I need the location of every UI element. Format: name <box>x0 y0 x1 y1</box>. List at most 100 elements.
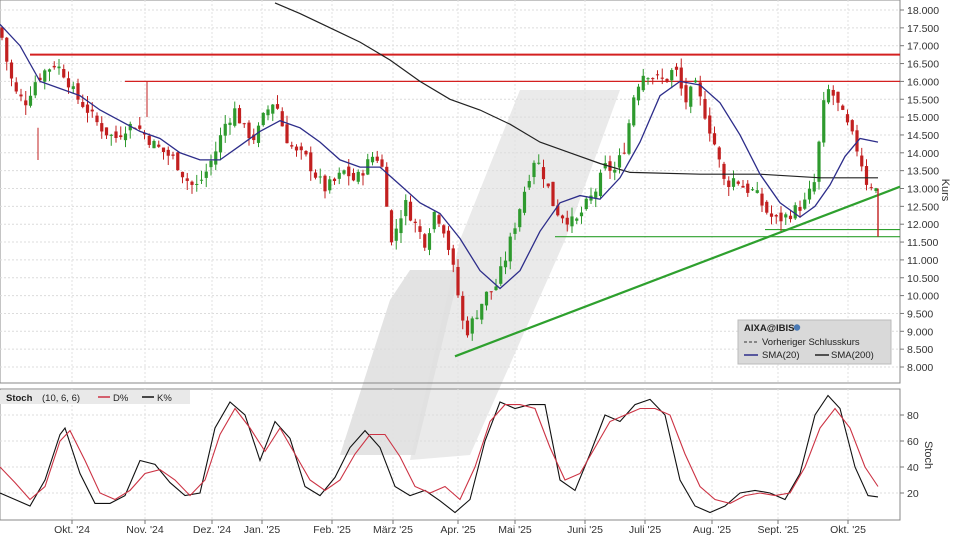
candle-body <box>489 291 493 293</box>
candle-body <box>779 212 783 222</box>
candle-body <box>731 178 736 187</box>
candle-body <box>746 183 750 193</box>
candle-body <box>71 86 75 89</box>
candle-body <box>190 181 194 185</box>
candle-body <box>152 140 156 149</box>
candle-body <box>166 149 170 156</box>
candle-body <box>817 141 821 182</box>
candle-body <box>351 172 356 181</box>
candle-body <box>90 109 94 112</box>
candle-body <box>546 183 550 187</box>
candle-body <box>271 104 275 114</box>
stoch-params: (10, 6, 6) <box>42 393 80 404</box>
x-tick-label: Dez. '24 <box>193 524 231 536</box>
candle-body <box>123 133 128 141</box>
x-tick-label: Okt. '24 <box>54 524 90 536</box>
price-tick-label: 17.500 <box>907 23 939 35</box>
candle-body <box>214 151 218 165</box>
horizontal-lines <box>30 53 901 358</box>
candle-body <box>328 179 332 191</box>
stoch-k-line <box>0 394 879 514</box>
price-grid <box>0 0 900 383</box>
candle-body <box>527 181 531 188</box>
candle-body <box>370 156 375 163</box>
x-tick-label: März '25 <box>373 524 413 536</box>
candle-body <box>252 134 256 141</box>
price-tick-label: 17.000 <box>907 41 939 53</box>
price-tick-label: 18.000 <box>907 5 939 17</box>
candle-body <box>85 104 90 113</box>
legend-prev-close: Vorheriger Schlusskurs <box>762 337 860 348</box>
stoch-tick-label: 20 <box>907 488 919 500</box>
candle-body <box>451 248 455 265</box>
candle-body <box>655 74 660 76</box>
candle-body <box>594 191 598 198</box>
price-y-axis: 8.000 8.500 9.000 9.500 10.000 10.500 11.000 11… <box>900 5 939 374</box>
candle-body <box>223 123 227 136</box>
price-tick-label: 8.000 <box>907 362 933 374</box>
candle-body <box>81 102 85 107</box>
candle-body <box>261 112 265 126</box>
candle-body <box>665 78 669 82</box>
candle-body <box>480 303 484 320</box>
stoch-tick-label: 40 <box>907 462 919 474</box>
candle-body <box>309 152 313 172</box>
candle-body <box>394 228 398 241</box>
candle-body <box>195 183 199 185</box>
candle-body <box>712 133 717 145</box>
price-tick-label: 14.000 <box>907 148 939 160</box>
candle-body <box>560 215 565 219</box>
candle-body <box>803 199 807 209</box>
candle-body <box>456 266 460 296</box>
candle-body <box>114 131 118 138</box>
candle-body <box>100 123 104 132</box>
candle-body <box>361 173 365 176</box>
candle-body <box>541 167 546 180</box>
candle-body <box>28 95 33 106</box>
candle-body <box>256 125 261 143</box>
candle-body <box>408 201 413 221</box>
stoch-legend-k: K% <box>157 393 172 404</box>
candle-body <box>845 114 850 123</box>
candle-body <box>14 82 18 92</box>
candle-body <box>570 216 574 227</box>
price-tick-label: 12.500 <box>907 201 939 213</box>
price-tick-label: 12.000 <box>907 219 939 231</box>
candle-body <box>798 207 802 211</box>
candle-body <box>807 188 812 200</box>
candle-body <box>109 134 113 136</box>
candle-body <box>841 105 845 110</box>
watermark-logo <box>340 90 620 460</box>
candle-body <box>437 215 441 224</box>
candle-body <box>641 75 645 91</box>
candle-body <box>503 260 508 268</box>
candle-body <box>161 147 166 153</box>
candle-body <box>104 127 109 136</box>
candle-body <box>727 180 731 188</box>
price-tick-label: 16.500 <box>907 59 939 71</box>
candle-body <box>5 37 9 62</box>
x-tick-label: Okt. '25 <box>830 524 866 536</box>
price-tick-label: 11.000 <box>907 255 938 267</box>
x-tick-label: Mai '25 <box>498 524 532 536</box>
candle-body <box>24 100 28 106</box>
candle-body <box>717 147 721 160</box>
price-tick-label: 10.000 <box>907 291 939 303</box>
candle-body <box>598 172 603 197</box>
candle-body <box>565 217 569 225</box>
candle-body <box>52 65 56 68</box>
candle-body <box>793 205 797 219</box>
candle-body <box>375 156 379 161</box>
candle-body <box>736 181 740 184</box>
price-tick-label: 15.000 <box>907 112 939 124</box>
candle-body <box>233 108 237 126</box>
candle-body <box>0 27 4 38</box>
candle-body <box>722 163 726 179</box>
x-tick-label: Aug. '25 <box>693 524 731 536</box>
candle-body <box>385 166 389 207</box>
candle-body <box>138 125 142 129</box>
legend-sma20: SMA(20) <box>762 350 799 361</box>
candle-body <box>313 172 318 178</box>
candle-body <box>788 215 793 220</box>
price-tick-label: 13.500 <box>907 166 939 178</box>
